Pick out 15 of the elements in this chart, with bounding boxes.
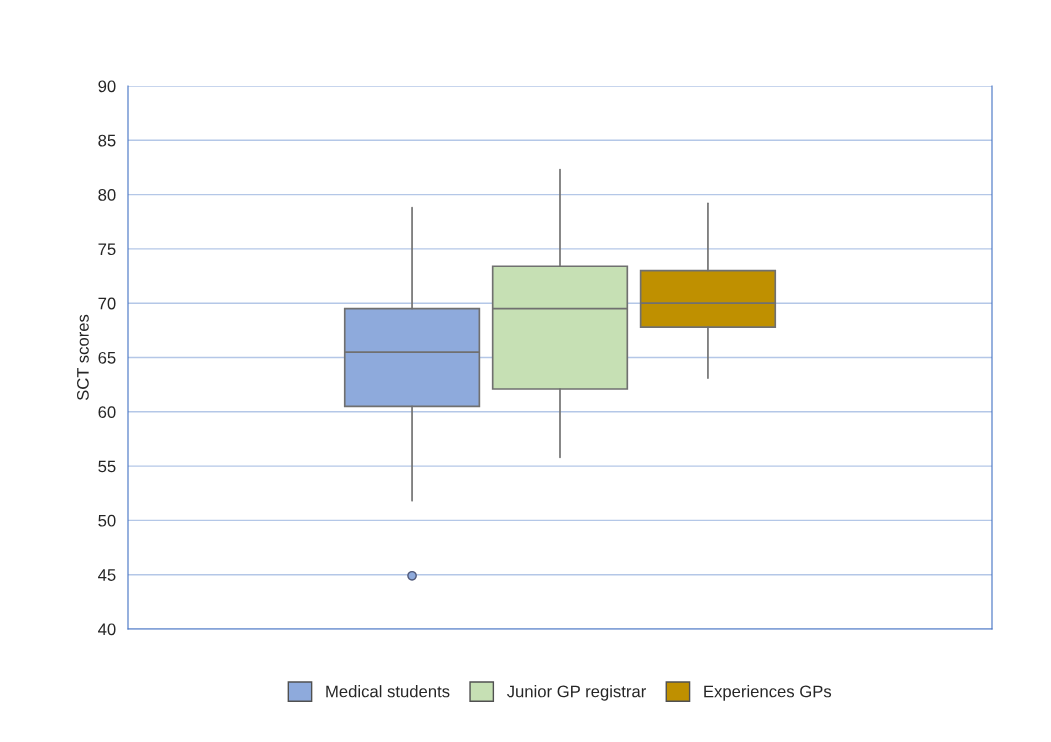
y-tick-label: 85: [98, 134, 116, 147]
legend-label: Medical students: [326, 685, 450, 698]
legend-label: Junior GP registrar: [506, 685, 646, 701]
y-tick-label: 60: [98, 406, 116, 418]
y-tick-label: 50: [98, 514, 116, 527]
y-tick-label: 75: [98, 243, 116, 256]
legend-label: Experiences GPs: [704, 685, 832, 701]
y-tick-label: 80: [98, 189, 116, 201]
y-tick-label: 90: [98, 80, 116, 93]
y-tick-label: 55: [98, 460, 116, 473]
y-tick-label: 45: [98, 569, 116, 581]
y-axis-title: SCT scores: [77, 314, 89, 401]
y-tick-label: 65: [98, 351, 116, 364]
y-tick-label: 40: [98, 623, 116, 636]
y-tick-label: 70: [98, 297, 116, 310]
